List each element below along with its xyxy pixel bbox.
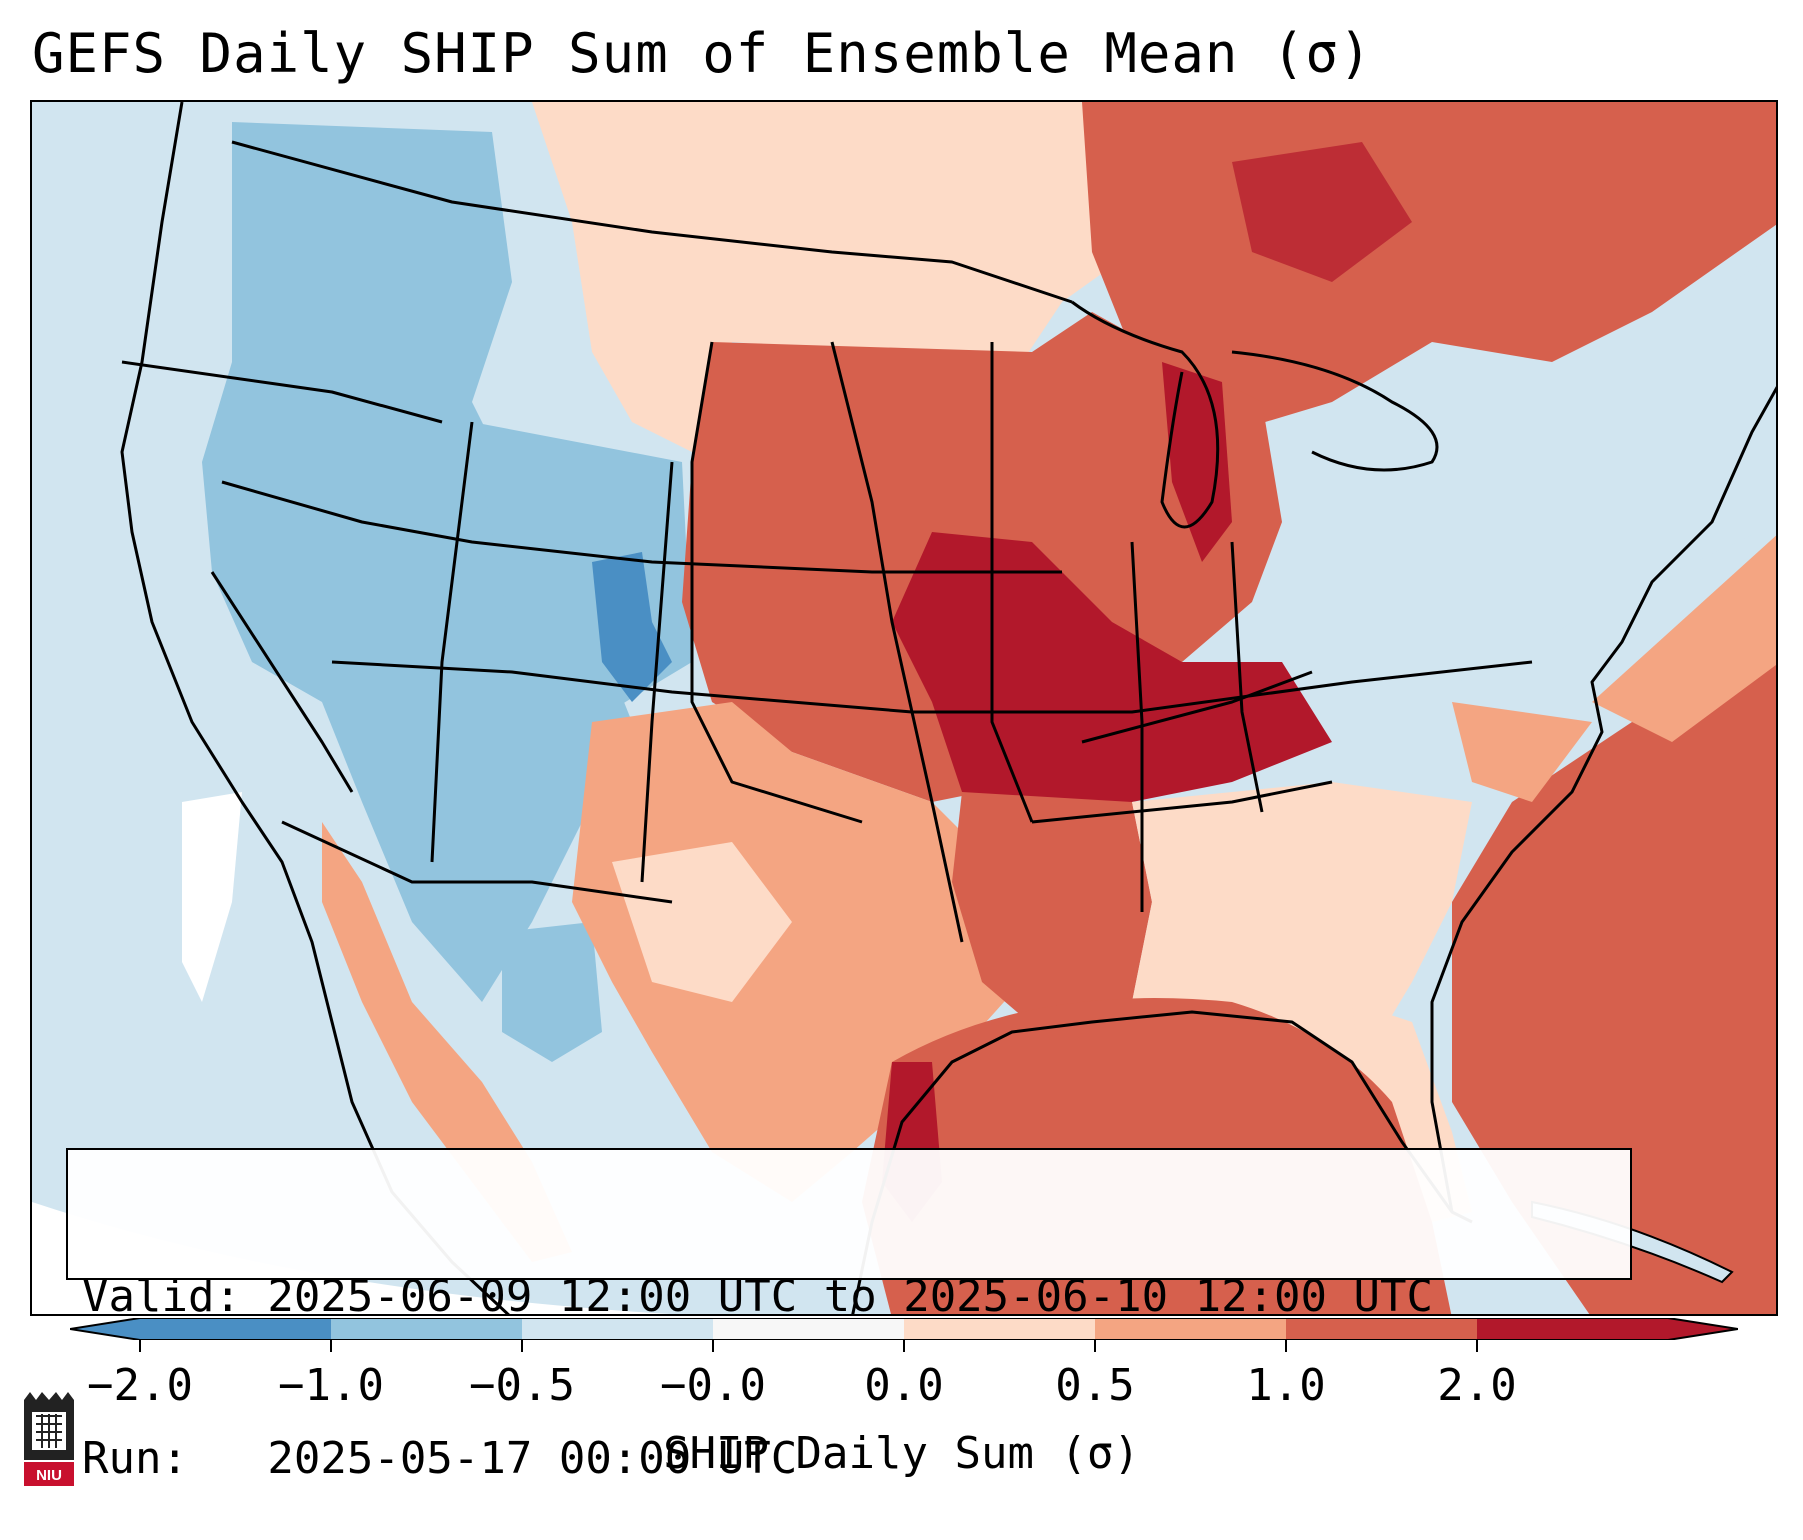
run-time: Run: 2025-05-17 00:00 UTC bbox=[82, 1433, 798, 1484]
carolinas bbox=[1452, 702, 1592, 802]
colorbar-tick-mark bbox=[712, 1340, 714, 1352]
colorbar-tick-mark bbox=[139, 1340, 141, 1352]
colorbar-label: SHIP Daily Sum (σ) bbox=[663, 1428, 1140, 1479]
colorbar-tick-mark bbox=[903, 1340, 905, 1352]
northern-plains bbox=[532, 102, 1132, 462]
colorbar-segment bbox=[331, 1318, 523, 1340]
colorbar-segment bbox=[1477, 1318, 1669, 1340]
colorbar-tick-mark bbox=[1476, 1340, 1478, 1352]
colorbar-extend-low bbox=[70, 1318, 140, 1340]
valid-time: Valid: 2025-06-09 12:00 UTC to 2025-06-1… bbox=[82, 1271, 1434, 1322]
colorbar-segment bbox=[522, 1318, 714, 1340]
colorbar-tick-label: 2.0 bbox=[1437, 1360, 1517, 1411]
colorbar-segment bbox=[1095, 1318, 1287, 1340]
niu-logo: NIU bbox=[24, 1392, 74, 1486]
colorbar-tick-label: −0.0 bbox=[660, 1360, 766, 1411]
colorbar bbox=[70, 1318, 1738, 1340]
colorado-core bbox=[592, 552, 672, 702]
canada-core bbox=[1232, 142, 1412, 282]
map-panel bbox=[30, 100, 1778, 1316]
colorbar-tick-label: −0.5 bbox=[469, 1360, 575, 1411]
map-canvas bbox=[32, 102, 1776, 1314]
mid-atlantic bbox=[1412, 562, 1552, 682]
colorbar-extend-high bbox=[1668, 1318, 1738, 1340]
texas-light bbox=[612, 842, 792, 1002]
colorbar-tick-label: 1.0 bbox=[1246, 1360, 1326, 1411]
atlantic-north bbox=[1592, 535, 1776, 742]
arkansas bbox=[952, 792, 1152, 1042]
map-title: GEFS Daily SHIP Sum of Ensemble Mean (σ) bbox=[32, 22, 1373, 85]
colorbar-tick-label: −1.0 bbox=[278, 1360, 384, 1411]
colorbar-tick-mark bbox=[521, 1340, 523, 1352]
colorbar-tick-label: 0.0 bbox=[864, 1360, 944, 1411]
valid-run-info: Valid: 2025-06-09 12:00 UTC to 2025-06-1… bbox=[66, 1148, 1632, 1484]
rockies bbox=[202, 122, 632, 1002]
colorbar-tick-mark bbox=[1285, 1340, 1287, 1352]
colorbar-segment bbox=[713, 1318, 905, 1340]
colorbar-tick-mark bbox=[1094, 1340, 1096, 1352]
mexico-blue bbox=[502, 922, 602, 1062]
logo-text: NIU bbox=[36, 1467, 62, 1484]
colorbar-tick-label: −2.0 bbox=[87, 1360, 193, 1411]
projection-edge bbox=[32, 1202, 671, 1314]
colorbar-tick-label: 0.5 bbox=[1055, 1360, 1135, 1411]
colorbar-segment bbox=[1286, 1318, 1478, 1340]
offshore-neutral bbox=[182, 792, 242, 1002]
colorbar-segment bbox=[140, 1318, 332, 1340]
colorbar-segment bbox=[904, 1318, 1096, 1340]
colorbar-tick-mark bbox=[330, 1340, 332, 1352]
